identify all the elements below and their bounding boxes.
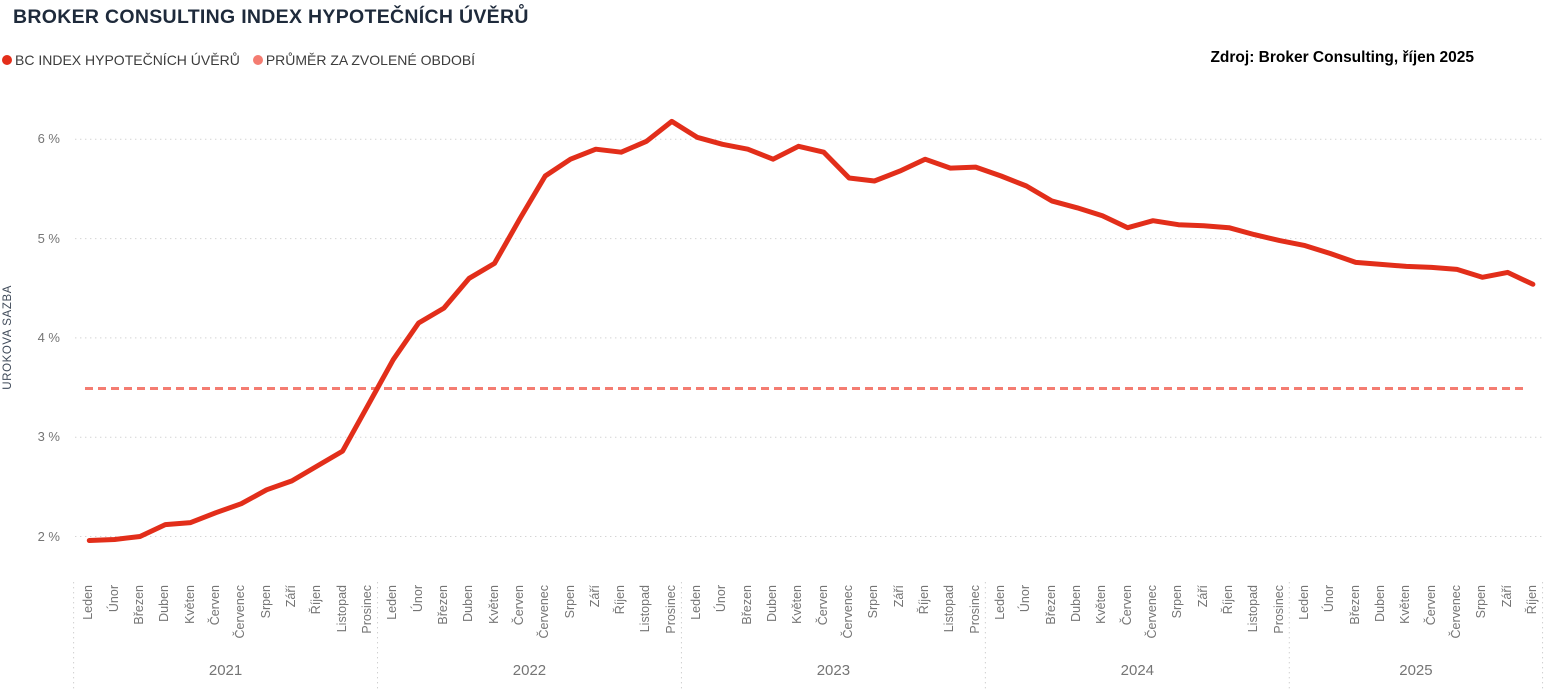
x-tick-label: Listopad bbox=[1246, 585, 1261, 633]
x-tick-label: Leden bbox=[993, 585, 1008, 620]
x-tick-label: Květen bbox=[1094, 585, 1109, 624]
legend-dot-icon bbox=[252, 55, 263, 65]
y-tick-label: 6 % bbox=[37, 131, 60, 147]
x-tick-label: Únor bbox=[106, 585, 121, 613]
legend-dot-icon bbox=[2, 55, 12, 65]
x-tick-label: Květen bbox=[1398, 585, 1413, 624]
x-tick-label: Listopad bbox=[638, 585, 653, 633]
x-tick-label: Srpen bbox=[1474, 585, 1489, 619]
x-tick-label: Duben bbox=[157, 585, 172, 622]
x-tick-label: Duben bbox=[1372, 585, 1387, 622]
x-tick-label: Červenec bbox=[233, 585, 248, 639]
x-tick-label: Prosinec bbox=[663, 585, 678, 634]
x-tick-label: Leden bbox=[689, 585, 704, 620]
legend-item-bc-index[interactable]: BC INDEX HYPOTEČNÍCH ÚVĚRŮ bbox=[2, 52, 240, 68]
x-tick-label: Červen bbox=[1119, 585, 1134, 626]
y-tick-label: 3 % bbox=[37, 429, 60, 445]
y-axis-title: UROKOVA SAZBA bbox=[2, 285, 14, 390]
x-axis-year-label: 2023 bbox=[816, 662, 851, 679]
x-tick-label: Květen bbox=[182, 585, 197, 624]
x-tick-label: Říjen bbox=[1221, 585, 1235, 615]
x-tick-label: Říjen bbox=[1524, 585, 1539, 615]
x-tick-label: Duben bbox=[1069, 585, 1084, 622]
x-tick-label: Červenec bbox=[537, 585, 552, 639]
legend: BC INDEX HYPOTEČNÍCH ÚVĚRŮ PRŮMĚR ZA ZVO… bbox=[2, 51, 475, 69]
x-tick-label: Září bbox=[1499, 585, 1514, 608]
x-tick-label: Březen bbox=[1347, 585, 1362, 625]
source-note: Zdroj: Broker Consulting, říjen 2025 bbox=[1210, 49, 1474, 66]
y-tick-label: 5 % bbox=[37, 230, 60, 246]
x-tick-label: Prosinec bbox=[359, 585, 374, 634]
y-tick-label: 2 % bbox=[37, 528, 60, 544]
legend-label: PRŮMĚR ZA ZVOLENÉ OBDOBÍ bbox=[265, 52, 476, 68]
x-tick-label: Červen bbox=[1423, 585, 1438, 626]
x-axis-year-label: 2022 bbox=[512, 662, 547, 679]
x-tick-label: Březen bbox=[739, 585, 754, 625]
x-tick-label: Květen bbox=[486, 585, 501, 624]
x-tick-label: Únor bbox=[714, 585, 729, 613]
x-tick-label: Duben bbox=[765, 585, 780, 622]
x-tick-label: Únor bbox=[1322, 585, 1337, 613]
x-tick-label: Květen bbox=[790, 585, 805, 624]
bc-index-line-series[interactable] bbox=[86, 118, 1536, 543]
x-tick-label: Říjen bbox=[917, 585, 932, 615]
x-tick-label: Červenec bbox=[1145, 585, 1160, 639]
x-tick-label: Leden bbox=[1296, 585, 1311, 620]
x-tick-label: Červen bbox=[815, 585, 830, 626]
x-tick-label: Červenec bbox=[841, 585, 856, 639]
x-tick-label: Červen bbox=[511, 585, 526, 626]
x-tick-label: Říjen bbox=[309, 585, 324, 615]
chart-title: BROKER CONSULTING INDEX HYPOTEČNÍCH ÚVĚR… bbox=[13, 6, 529, 28]
x-tick-label: Leden bbox=[81, 585, 96, 620]
x-tick-label: Srpen bbox=[1170, 585, 1185, 619]
legend-item-average[interactable]: PRŮMĚR ZA ZVOLENÉ OBDOBÍ bbox=[252, 52, 476, 68]
x-tick-label: Únor bbox=[1018, 585, 1033, 613]
x-tick-label: Listopad bbox=[942, 585, 957, 633]
x-tick-label: Srpen bbox=[866, 585, 881, 619]
x-tick-label: Srpen bbox=[258, 585, 273, 619]
x-tick-label: Říjen bbox=[613, 585, 628, 615]
x-tick-label: Březen bbox=[1043, 585, 1058, 625]
x-tick-label: Červenec bbox=[1448, 585, 1463, 639]
y-tick-label: 4 % bbox=[37, 329, 60, 345]
x-tick-label: Duben bbox=[461, 585, 476, 622]
x-tick-label: Září bbox=[587, 585, 602, 608]
x-tick-label: Červen bbox=[207, 585, 222, 626]
x-tick-label: Září bbox=[891, 585, 906, 608]
x-tick-label: Srpen bbox=[562, 585, 577, 619]
x-tick-label: Únor bbox=[410, 585, 425, 613]
x-axis-year-label: 2021 bbox=[208, 662, 243, 679]
x-tick-label: Prosinec bbox=[967, 585, 982, 634]
x-tick-label: Prosinec bbox=[1271, 585, 1286, 634]
x-tick-label: Listopad bbox=[334, 585, 349, 633]
x-tick-label: Březen bbox=[435, 585, 450, 625]
x-tick-label: Březen bbox=[131, 585, 146, 625]
x-tick-label: Září bbox=[1195, 585, 1210, 608]
x-tick-label: Leden bbox=[385, 585, 400, 620]
legend-label: BC INDEX HYPOTEČNÍCH ÚVĚRŮ bbox=[15, 52, 240, 68]
x-axis-year-label: 2025 bbox=[1399, 662, 1433, 679]
x-axis-year-label: 2024 bbox=[1120, 662, 1155, 679]
x-tick-label: Září bbox=[283, 585, 298, 608]
